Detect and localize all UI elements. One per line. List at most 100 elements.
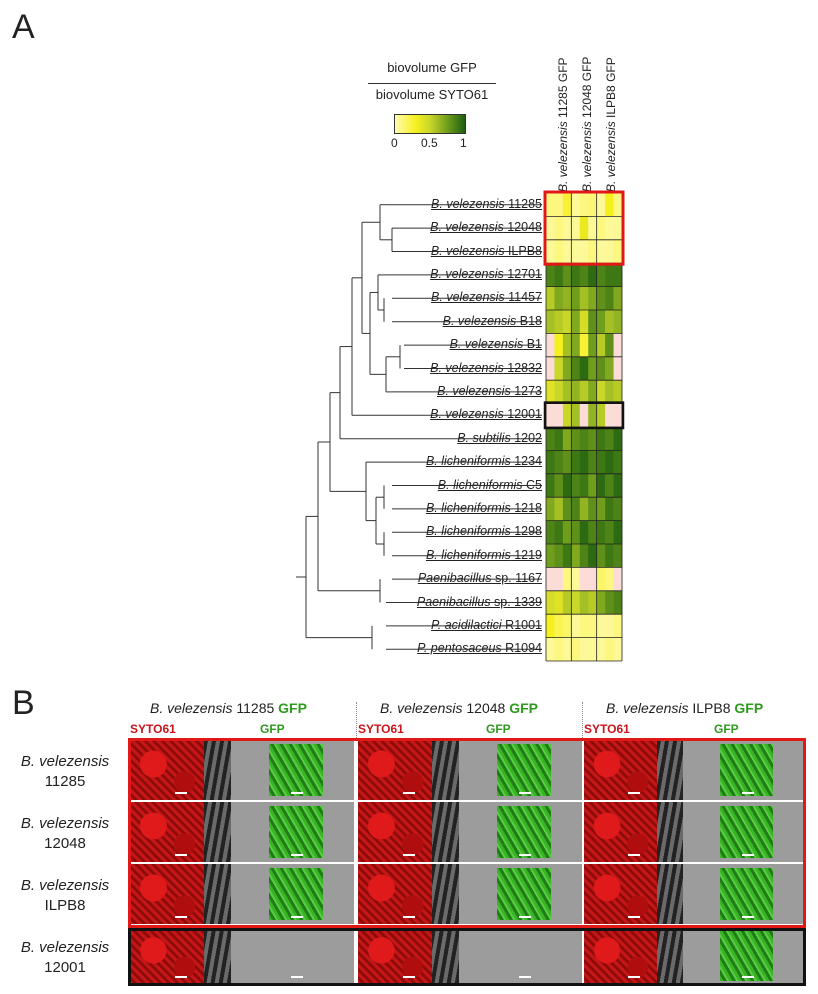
gfp-channel-image	[268, 743, 323, 797]
heatmap-cell	[546, 333, 555, 357]
heatmap-cell	[562, 286, 572, 310]
heatmap-cell	[579, 590, 589, 615]
row-genus: B. licheniformis	[437, 477, 523, 492]
row-genus: B. velezensis	[20, 939, 110, 956]
row-strain: ILPB8	[504, 243, 542, 258]
legend-denominator: biovolume SYTO61	[375, 87, 489, 102]
gfp-channel-image	[268, 805, 323, 859]
heatmap-cell	[571, 403, 581, 427]
transmitted-light-image	[431, 928, 459, 984]
transmitted-light-image	[431, 864, 459, 924]
column-tag: GFP	[509, 700, 538, 716]
heatmap-cell	[613, 520, 623, 544]
row-genus: B. velezensis	[20, 815, 110, 832]
gfp-channel-image	[720, 805, 774, 859]
heatmap-cell	[562, 520, 572, 544]
row-strain: 12048	[44, 835, 86, 852]
gfp-channel-image	[496, 743, 551, 797]
heatmap-cell	[588, 450, 597, 474]
heatmap-cell	[596, 497, 606, 521]
heatmap-cell	[596, 450, 606, 474]
heatmap-cell	[562, 614, 572, 638]
row-genus: B. licheniformis	[425, 500, 511, 515]
heatmap-cell	[562, 380, 572, 404]
panel-b-row-label: B. velezensis ILPB8	[4, 876, 126, 916]
channel-label-syto61: SYTO61	[358, 722, 404, 736]
heatmap-cell	[613, 590, 623, 615]
heatmap-cell	[571, 216, 581, 240]
heatmap-cell	[554, 310, 564, 334]
color-scale-tick: 1	[460, 136, 467, 150]
transmitted-light-image	[203, 864, 231, 924]
heatmap-row-label: B. velezensis ILPB8	[431, 244, 542, 258]
heatmap-cell	[554, 193, 564, 217]
row-strain: 11285	[44, 773, 86, 790]
heatmap-cell	[613, 193, 623, 217]
panel-b-column-header: B. velezensis 12048 GFP	[380, 700, 538, 716]
heatmap-row-label: B. velezensis 12048	[430, 220, 542, 234]
row-strain: B18	[516, 313, 542, 328]
heatmap-cell	[613, 450, 623, 474]
heatmap-cell	[579, 520, 589, 544]
heatmap-cell	[554, 380, 564, 404]
heatmap-cell	[554, 286, 564, 310]
scale-bar	[174, 854, 187, 856]
heatmap-cell	[613, 380, 623, 404]
heatmap-cell	[579, 544, 589, 568]
image-background	[230, 928, 354, 984]
row-strain: 11285	[504, 196, 542, 211]
row-genus: B. velezensis	[431, 196, 505, 211]
row-genus: B. velezensis	[449, 337, 524, 352]
heatmap-cell	[546, 193, 555, 217]
row-strain: 12048	[503, 220, 542, 235]
syto61-channel-image	[358, 740, 437, 800]
row-genus: B. licheniformis	[425, 454, 511, 469]
heatmap-cell	[605, 310, 614, 334]
transmitted-light-image	[656, 740, 683, 800]
row-genus: Paenibacillus	[417, 571, 492, 586]
scale-bar	[174, 792, 187, 794]
heatmap-cell	[588, 239, 597, 264]
scale-bar	[402, 854, 415, 856]
heatmap-cell	[579, 263, 589, 287]
heatmap-cell	[605, 263, 614, 287]
row-strain: 1218	[510, 500, 542, 515]
syto61-channel-image	[584, 864, 661, 924]
heatmap-cell	[588, 286, 597, 310]
heatmap-cell	[546, 286, 555, 310]
syto61-channel-image	[130, 802, 209, 862]
scale-bar	[742, 854, 755, 856]
column-strain: 11285	[236, 700, 275, 716]
heatmap-cell	[571, 567, 581, 591]
heatmap-cell	[596, 239, 606, 264]
heatmap-cell	[571, 614, 581, 638]
column-genus: B. velezensis	[380, 700, 463, 716]
column-strain: 12048	[466, 700, 506, 716]
heatmap-cell	[579, 403, 589, 427]
legend-numerator: biovolume GFP	[387, 60, 477, 75]
heatmap-cell	[588, 614, 597, 638]
transmitted-light-image	[203, 740, 231, 800]
heatmap-cell	[554, 403, 564, 427]
image-background	[458, 928, 582, 984]
row-strain: 11457	[504, 290, 542, 305]
heatmap-cell	[605, 450, 614, 474]
panel-a-letter: A	[12, 8, 35, 46]
channel-label-gfp: GFP	[714, 722, 739, 736]
panel-b-row-label: B. velezensis 11285	[4, 752, 126, 792]
heatmap-cell	[588, 403, 597, 427]
heatmap-cell	[562, 216, 572, 240]
heatmap-cell	[605, 216, 614, 240]
heatmap-cell	[613, 637, 623, 661]
heatmap-row-label: B. licheniformis 1298	[426, 524, 542, 538]
panel-b-letter: B	[12, 684, 35, 722]
heatmap-cell	[613, 263, 623, 287]
heatmap-cell	[579, 216, 589, 240]
row-strain: ILPB8	[44, 897, 86, 914]
row-genus: B. velezensis	[431, 290, 505, 305]
heatmap-cell	[562, 590, 572, 615]
heatmap-row-label: B. subtilis 1202	[457, 431, 542, 445]
heatmap-cell	[554, 473, 564, 498]
heatmap-cell	[579, 473, 589, 498]
heatmap-cell	[596, 520, 606, 544]
